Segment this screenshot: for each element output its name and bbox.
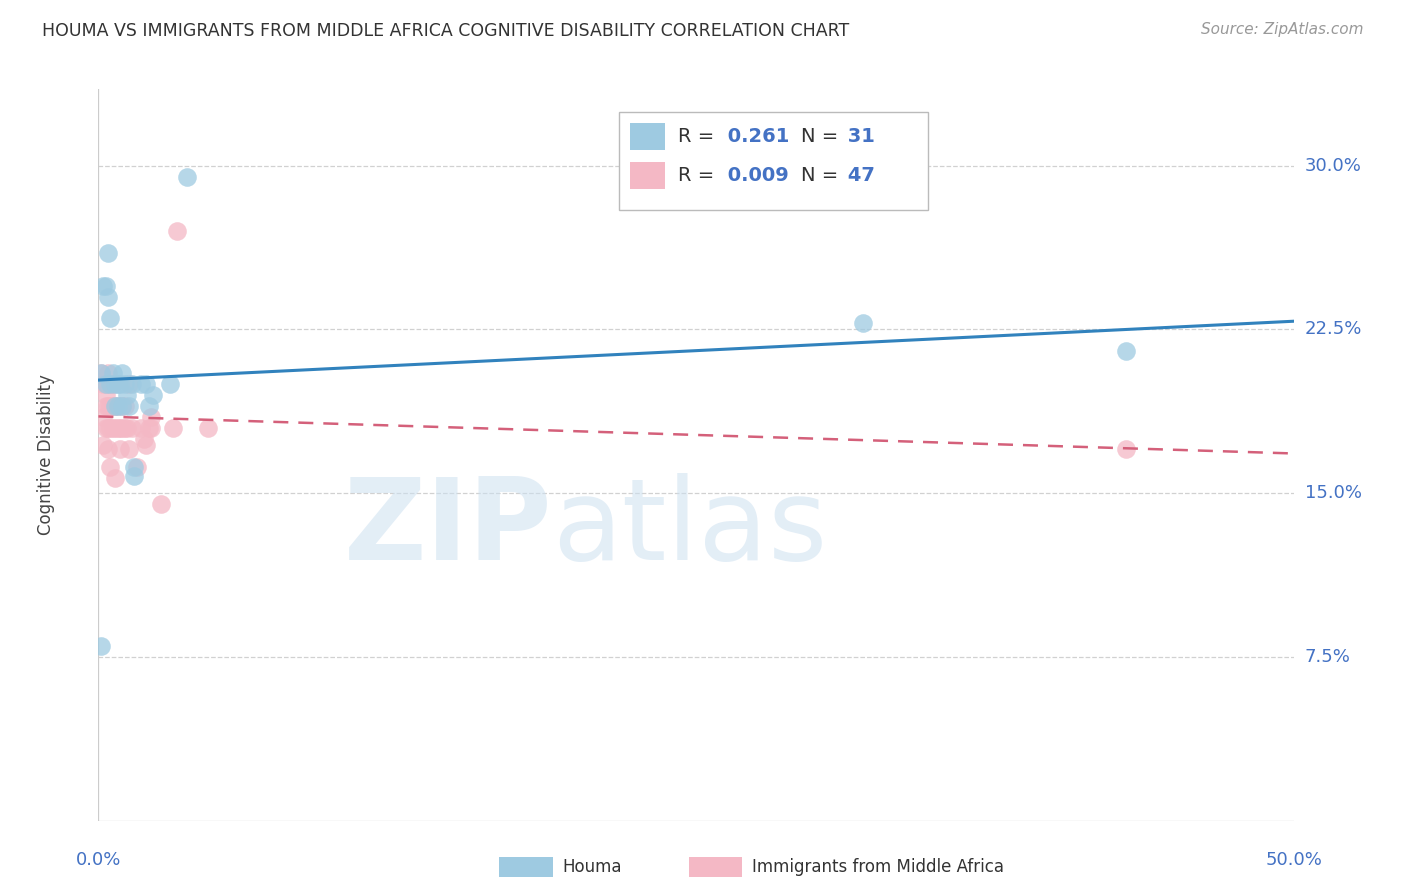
Point <box>114 420 136 434</box>
Text: 31: 31 <box>841 127 875 146</box>
Point <box>176 169 198 184</box>
Point <box>98 399 122 413</box>
Point <box>115 388 138 402</box>
Point <box>104 420 127 434</box>
Point <box>107 399 129 413</box>
Point <box>121 376 143 391</box>
Point <box>94 376 117 391</box>
Point <box>91 376 114 391</box>
Point <box>107 420 129 434</box>
Point <box>135 376 157 391</box>
Point <box>98 459 122 474</box>
Point <box>135 438 157 452</box>
Point <box>97 399 120 413</box>
Point <box>118 376 141 391</box>
Point <box>111 399 134 413</box>
Text: 47: 47 <box>841 166 875 186</box>
Point <box>104 399 127 413</box>
Text: Source: ZipAtlas.com: Source: ZipAtlas.com <box>1201 22 1364 37</box>
Point <box>98 311 122 326</box>
Point <box>94 278 117 293</box>
Point <box>108 376 131 391</box>
Text: 50.0%: 50.0% <box>1265 851 1322 869</box>
Text: 0.009: 0.009 <box>721 166 789 186</box>
Point <box>97 366 120 380</box>
Point <box>90 639 112 653</box>
Point <box>852 316 875 330</box>
Point <box>125 459 148 474</box>
Point <box>118 399 141 413</box>
Point <box>107 399 129 413</box>
Point <box>1115 442 1137 457</box>
Point <box>149 497 172 511</box>
Point <box>114 399 136 413</box>
Point <box>118 442 141 457</box>
Point <box>111 420 134 434</box>
Text: R =: R = <box>678 127 720 146</box>
Text: 22.5%: 22.5% <box>1305 320 1362 338</box>
Text: Cognitive Disability: Cognitive Disability <box>37 375 55 535</box>
Point <box>97 442 120 457</box>
Point <box>94 376 117 391</box>
Point <box>114 376 136 391</box>
Point <box>91 409 114 424</box>
Point <box>111 366 134 380</box>
Point <box>131 420 153 434</box>
Point <box>139 409 162 424</box>
Point <box>98 376 122 391</box>
Point <box>101 399 124 413</box>
Point <box>162 420 184 434</box>
Text: N =: N = <box>801 127 845 146</box>
Text: 7.5%: 7.5% <box>1305 648 1351 666</box>
Text: Houma: Houma <box>562 858 621 876</box>
Point <box>104 376 127 391</box>
Point <box>132 432 155 446</box>
Text: 15.0%: 15.0% <box>1305 484 1361 502</box>
Point <box>121 420 143 434</box>
Text: atlas: atlas <box>553 473 828 583</box>
Text: 30.0%: 30.0% <box>1305 157 1361 175</box>
Point <box>1115 344 1137 359</box>
Point <box>90 366 112 380</box>
Point <box>159 376 181 391</box>
Text: R =: R = <box>678 166 720 186</box>
Text: Immigrants from Middle Africa: Immigrants from Middle Africa <box>752 858 1004 876</box>
Point <box>142 388 165 402</box>
Point <box>124 468 146 483</box>
Point <box>94 420 117 434</box>
Point <box>138 420 160 434</box>
Point <box>104 399 127 413</box>
Point <box>131 376 153 391</box>
Point <box>90 366 112 380</box>
Text: ZIP: ZIP <box>344 473 553 583</box>
Point <box>101 420 124 434</box>
Point <box>115 420 138 434</box>
Point <box>166 224 188 238</box>
Point <box>97 376 120 391</box>
Point <box>111 399 134 413</box>
Text: 0.0%: 0.0% <box>76 851 121 869</box>
Point <box>91 438 114 452</box>
Point <box>97 246 120 260</box>
Point <box>97 420 120 434</box>
Point <box>124 459 146 474</box>
Text: N =: N = <box>801 166 845 186</box>
Point <box>108 442 131 457</box>
Text: 0.261: 0.261 <box>721 127 790 146</box>
Point <box>107 376 129 391</box>
Point <box>101 366 124 380</box>
Point <box>98 420 122 434</box>
Point <box>138 399 160 413</box>
Point <box>108 420 131 434</box>
Text: HOUMA VS IMMIGRANTS FROM MIDDLE AFRICA COGNITIVE DISABILITY CORRELATION CHART: HOUMA VS IMMIGRANTS FROM MIDDLE AFRICA C… <box>42 22 849 40</box>
Point <box>94 388 117 402</box>
Point <box>97 290 120 304</box>
Point <box>104 471 127 485</box>
Point <box>91 278 114 293</box>
Point <box>197 420 219 434</box>
Point <box>101 376 124 391</box>
Point <box>98 376 122 391</box>
Point <box>139 420 162 434</box>
Point <box>94 399 117 413</box>
